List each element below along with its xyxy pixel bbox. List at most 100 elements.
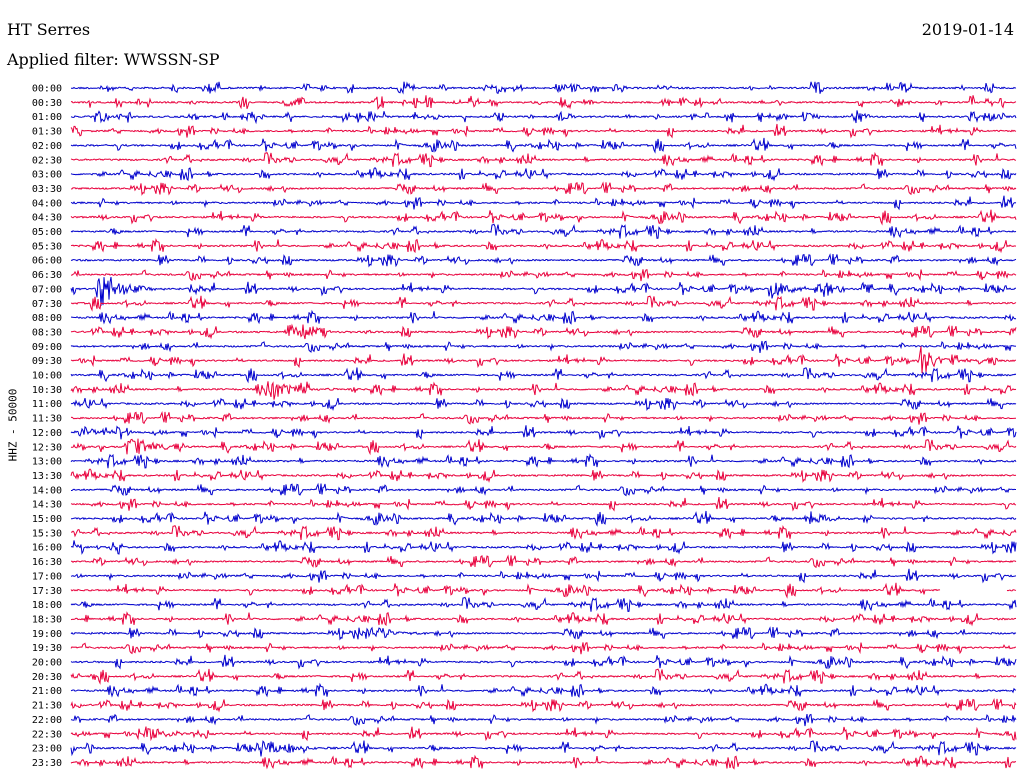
trace-line: [70, 682, 1017, 698]
row-label: 16:00: [32, 543, 62, 554]
row-label: 06:30: [32, 270, 62, 281]
row-label: 20:00: [32, 658, 62, 669]
row-label: 18:00: [32, 600, 62, 611]
row-label: 23:30: [32, 758, 62, 769]
trace-line: [70, 626, 1017, 641]
trace-line: [70, 468, 1017, 483]
filter-label: Applied filter: WWSSN-SP: [7, 50, 220, 69]
trace-line: [70, 95, 1017, 110]
row-label: 19:00: [32, 629, 62, 640]
row-label: 17:00: [32, 571, 62, 582]
row-label: 05:00: [32, 227, 62, 238]
trace-line: [70, 181, 1017, 196]
row-label: 21:00: [32, 686, 62, 697]
trace-line: [70, 726, 1017, 742]
row-label: 11:00: [32, 399, 62, 410]
trace-line: [70, 425, 1017, 440]
row-label: 18:30: [32, 614, 62, 625]
row-label: 02:30: [32, 155, 62, 166]
row-label: 23:00: [32, 744, 62, 755]
trace-line: [70, 698, 1017, 713]
trace-line: [70, 195, 1017, 211]
trace-line: [70, 654, 1017, 670]
trace-line: [70, 276, 1016, 306]
trace-line: [70, 497, 1017, 512]
trace-line: [70, 295, 1017, 312]
trace-line: [70, 453, 1017, 469]
row-label: 13:00: [32, 457, 62, 468]
trace-line: [70, 123, 1017, 139]
trace-line: [70, 223, 1017, 239]
row-label: 00:00: [32, 84, 62, 95]
row-label: 04:00: [32, 198, 62, 209]
trace-line: [70, 253, 1017, 268]
trace-line: [70, 642, 1017, 655]
row-label: 01:00: [32, 112, 62, 123]
trace-line: [70, 540, 1017, 555]
row-label: 03:00: [32, 170, 62, 181]
row-labels: 00:00 00:30 01:00 01:30 02:00 02:30 03:00 03:30…: [32, 84, 62, 769]
row-label: 22:30: [32, 729, 62, 740]
row-label: 03:30: [32, 184, 62, 195]
station-title: HT Serres: [7, 20, 91, 39]
trace-line: [70, 713, 1017, 727]
trace-line: [70, 611, 1017, 627]
trace-line: [70, 110, 1017, 125]
trace-line: [70, 582, 1017, 599]
row-label: 01:30: [32, 127, 62, 138]
row-label: 05:30: [32, 241, 62, 252]
trace-line: [70, 568, 1017, 584]
trace-line: [71, 309, 1017, 325]
row-label: 08:30: [32, 327, 62, 338]
date-label: 2019-01-14: [921, 20, 1014, 39]
row-label: 19:30: [32, 643, 62, 654]
row-label: 21:30: [32, 701, 62, 712]
trace-line: [71, 269, 1017, 282]
row-label: 02:00: [32, 141, 62, 152]
trace-line: [70, 596, 1017, 612]
row-label: 20:30: [32, 672, 62, 683]
trace-line: [70, 668, 1017, 685]
trace-line: [70, 323, 1017, 340]
row-label: 17:30: [32, 586, 62, 597]
row-label: 09:30: [32, 356, 62, 367]
trace-line: [70, 346, 1016, 374]
trace-line: [70, 740, 1017, 757]
row-label: 15:30: [32, 528, 62, 539]
trace-line: [70, 411, 1017, 425]
row-label: 07:30: [32, 299, 62, 310]
row-label: 13:30: [32, 471, 62, 482]
row-label: 09:00: [32, 342, 62, 353]
row-label: 16:30: [32, 557, 62, 568]
trace-line: [70, 238, 1017, 254]
row-label: 15:00: [32, 514, 62, 525]
trace-line: [71, 525, 1017, 541]
trace-line: [70, 209, 1017, 226]
row-label: 11:30: [32, 414, 62, 425]
row-label: 10:30: [32, 385, 62, 396]
trace-line: [70, 754, 1017, 770]
row-label: 14:00: [32, 485, 62, 496]
trace-line: [70, 151, 1017, 168]
row-label: 00:30: [32, 98, 62, 109]
row-label: 10:00: [32, 371, 62, 382]
row-label: 12:00: [32, 428, 62, 439]
row-label: 22:00: [32, 715, 62, 726]
trace-line: [71, 482, 1016, 497]
row-label: 08:00: [32, 313, 62, 324]
row-label: 07:00: [32, 284, 62, 295]
trace-line: [71, 81, 1017, 95]
trace-line: [70, 397, 1017, 412]
row-label: 06:00: [32, 256, 62, 267]
row-label: 12:30: [32, 442, 62, 453]
row-label: 14:30: [32, 500, 62, 511]
trace-line: [71, 554, 1017, 569]
trace-line: [70, 340, 1017, 353]
trace-line: [70, 510, 1017, 527]
trace-line: [70, 166, 1017, 182]
trace-line: [70, 381, 1017, 400]
trace-line: [70, 137, 1017, 154]
trace-line: [70, 438, 1017, 456]
traces: [70, 81, 1017, 770]
